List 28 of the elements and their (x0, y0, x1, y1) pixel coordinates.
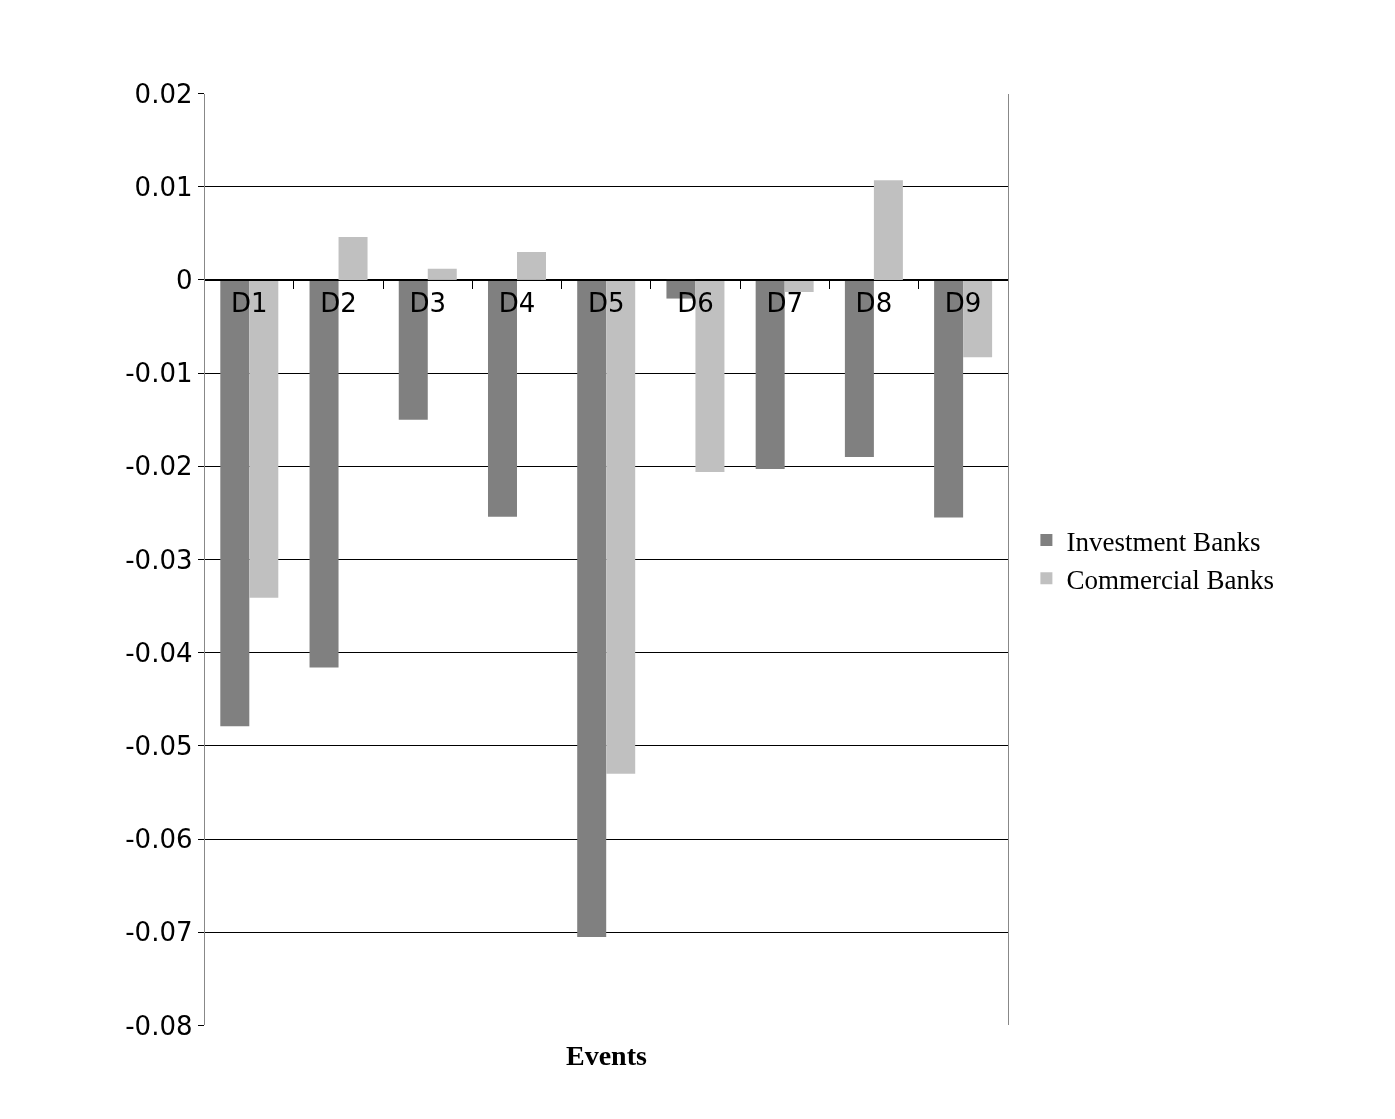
legend-label: Investment Banks (1066, 526, 1261, 557)
bar (784, 279, 814, 293)
y-tick-label: -0.02 (125, 451, 193, 482)
bar (427, 268, 457, 280)
bar (873, 180, 903, 280)
y-tick-label: 0.02 (134, 78, 193, 109)
bar (338, 237, 368, 280)
x-tick-label: D8 (855, 288, 893, 319)
y-tick-label: -0.01 (125, 358, 193, 389)
x-tick-label: D7 (766, 288, 803, 319)
x-tick-label: D6 (677, 288, 714, 319)
y-tick-label: -0.04 (125, 637, 193, 668)
y-tick-label: 0.01 (134, 171, 193, 202)
y-tick-label: -0.03 (125, 544, 193, 575)
y-tick-label: -0.06 (125, 824, 193, 855)
x-tick-label: D3 (409, 288, 447, 319)
x-tick-label: D1 (231, 288, 268, 319)
x-tick-label: D5 (587, 288, 625, 319)
legend-label: Commercial Banks (1066, 564, 1275, 595)
x-axis-title: Events (566, 1040, 647, 1071)
y-tick-label: -0.07 (125, 917, 193, 948)
y-tick-label: -0.08 (125, 1010, 193, 1041)
x-tick-label: D2 (320, 288, 357, 319)
x-tick-label: D4 (498, 288, 536, 319)
y-tick-label: -0.05 (125, 730, 193, 761)
x-tick-label: D9 (944, 288, 982, 319)
bar (516, 251, 546, 280)
y-tick-label: 0 (175, 265, 193, 296)
